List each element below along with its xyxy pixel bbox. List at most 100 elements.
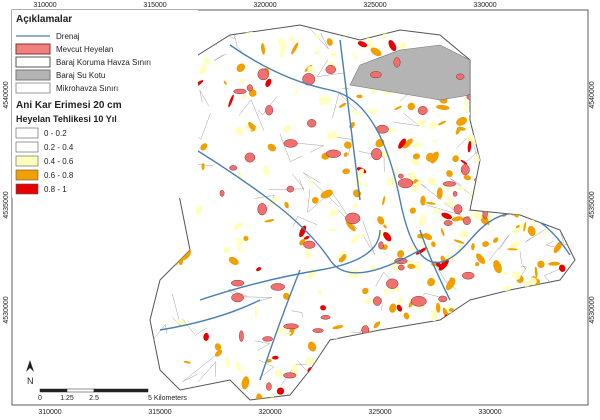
legend-item: Baraj Su Kotu (56, 71, 105, 80)
microbasin-boundary (525, 228, 546, 243)
hazard-patch (407, 102, 415, 111)
existing-landslide (257, 68, 269, 81)
existing-landslide (244, 152, 256, 163)
y-coordinate-label: 4530000 (589, 296, 596, 323)
hazard-patch (354, 178, 363, 187)
hazard-patch (351, 110, 362, 116)
drainage (159, 299, 261, 331)
hazard-patch (199, 64, 207, 75)
hazard-patch (441, 212, 452, 220)
existing-landslide (394, 257, 408, 265)
hazard-patch (338, 102, 347, 108)
existing-landslide (283, 323, 299, 330)
drainage (199, 229, 381, 301)
legend-basin-symbol (15, 56, 51, 68)
existing-landslide (266, 382, 272, 391)
existing-landslide (438, 295, 448, 303)
hazard-patch (356, 94, 363, 99)
scale-bar-segment (39, 388, 68, 393)
hazard-patch (269, 393, 275, 399)
hazard-patch (553, 241, 563, 254)
legend-class-label: 0.8 - 1 (44, 185, 67, 194)
hazard-patch (427, 277, 435, 287)
map-furniture: N 0 1.25 2.5 5 Kilometers (26, 360, 187, 402)
hazard-patch (471, 242, 475, 251)
microbasin-boundary (233, 33, 242, 52)
hazard-patch (338, 250, 345, 259)
hazard-patch (239, 78, 245, 84)
hazard-patch (284, 201, 289, 209)
hazard-patch (342, 168, 351, 175)
hazard-patch (346, 221, 356, 232)
hazard-patch (420, 195, 426, 206)
scale-bar-segment (93, 388, 149, 393)
y-coordinate-label: 4535000 (589, 191, 596, 218)
scale-bar-segment (66, 388, 95, 393)
hazard-patch (228, 256, 239, 266)
microbasin-boundary (254, 340, 271, 352)
hazard-patch (291, 42, 299, 55)
microbasin-boundary (381, 297, 383, 311)
existing-landslide (461, 271, 475, 280)
existing-landslide (372, 296, 382, 306)
hazard-patch (437, 120, 447, 126)
existing-landslide (397, 264, 405, 271)
hazard-patch (267, 143, 277, 152)
hazard-patch (304, 246, 311, 260)
hazard-patch (364, 183, 369, 188)
hazard-patch (203, 57, 211, 66)
hazard-patch (482, 241, 490, 247)
hazard-patch (314, 33, 320, 39)
scale-bar-label: 1.25 (60, 395, 74, 402)
existing-landslide (378, 241, 384, 250)
hazard-patch (463, 175, 472, 181)
hazard-patch (507, 248, 518, 251)
hazard-patch (444, 201, 457, 209)
hazard-patch (446, 170, 453, 178)
microbasin-boundary (329, 188, 357, 230)
hazard-patch (425, 240, 430, 254)
drainage (229, 44, 571, 264)
hazard-patch (537, 260, 545, 269)
existing-landslide (239, 330, 244, 342)
hazard-patch (425, 201, 436, 205)
hazard-patch (357, 41, 368, 48)
legend-class-label: 0.4 - 0.6 (44, 157, 74, 166)
hazard-patch (386, 177, 395, 186)
hazard-patch (289, 35, 296, 43)
hazard-patch (389, 303, 397, 313)
drainage (419, 229, 451, 301)
hazard-patch (383, 288, 390, 295)
hazard-patch (440, 228, 445, 237)
existing-landslide (452, 190, 458, 197)
microbasin-boundary (238, 99, 265, 131)
hazard-patch (268, 196, 280, 206)
existing-landslide (410, 295, 427, 307)
existing-landslide (270, 283, 285, 291)
microbasin-boundary (362, 221, 375, 255)
legend-class-symbol (15, 155, 39, 167)
microbasin-boundary (198, 361, 217, 382)
hazard-patch (446, 195, 453, 202)
legend-class-symbol (15, 183, 39, 195)
hazard-patch (463, 97, 470, 110)
hazard-patch (234, 126, 244, 136)
hazard-patch (558, 264, 566, 272)
microbasin-boundary (182, 350, 222, 382)
legend-class-symbol (15, 169, 39, 181)
hazard-patch (503, 271, 509, 276)
hazard-patch (261, 42, 266, 55)
north-arrow (26, 360, 34, 372)
hazard-patch (224, 357, 230, 369)
existing-landslide (312, 328, 324, 333)
existing-landslide (246, 84, 253, 92)
hazard-patch (368, 108, 377, 114)
hazard-patch (436, 187, 443, 200)
hazard-patch (328, 209, 338, 217)
hazard-patch (383, 231, 392, 242)
existing-landslide (283, 372, 297, 379)
microbasin-boundary (254, 195, 275, 213)
hazard-patch (236, 243, 242, 253)
hazard-patch (256, 267, 262, 272)
